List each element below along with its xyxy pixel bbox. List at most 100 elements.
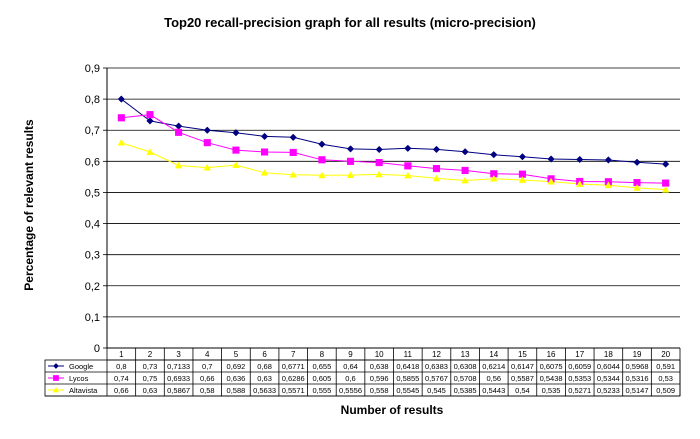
- data-point-lycos: [146, 111, 154, 119]
- legend-label-google: Google: [69, 362, 93, 371]
- data-point-lycos: [318, 156, 326, 164]
- legend-marker-altavista: [52, 386, 60, 393]
- data-point-google: [318, 140, 326, 148]
- x-category-label: 15: [518, 350, 527, 359]
- x-category-label: 18: [604, 350, 613, 359]
- data-point-lycos: [261, 148, 269, 156]
- x-category-label: 9: [348, 350, 353, 359]
- table-cell-value: 0,596: [370, 374, 389, 383]
- data-point-altavista: [146, 148, 154, 155]
- table-cell-value: 0,558: [370, 386, 389, 395]
- data-point-altavista: [375, 170, 383, 178]
- table-cell-value: 0,53: [658, 374, 673, 383]
- x-category-label: 3: [176, 350, 181, 359]
- series-markers: [117, 95, 670, 193]
- x-category-label: 7: [291, 350, 296, 359]
- data-point-google: [260, 132, 269, 141]
- table-cell-value: 0,74: [114, 374, 129, 383]
- legend-marker-google: [53, 363, 59, 369]
- data-point-google: [490, 151, 498, 159]
- table-cell-value: 0,6418: [396, 362, 419, 371]
- data-point-altavista: [232, 161, 240, 168]
- x-category-label: 13: [461, 350, 470, 359]
- table-cell-value: 0,5316: [626, 374, 649, 383]
- data-point-altavista: [289, 170, 297, 178]
- y-tick-label: 0,5: [85, 187, 100, 199]
- table-cell-value: 0,605: [312, 374, 331, 383]
- table-cell-value: 0,5147: [626, 386, 649, 395]
- data-point-lycos: [662, 179, 670, 187]
- table-cell-value: 0,6214: [482, 362, 505, 371]
- data-point-lycos: [432, 165, 441, 173]
- x-category-label: 12: [432, 350, 441, 359]
- table-cell-value: 0,5271: [568, 386, 591, 395]
- x-category-label: 1: [119, 350, 124, 359]
- axes: [106, 68, 680, 349]
- data-point-altavista: [432, 174, 441, 182]
- table-cell-value: 0,58: [200, 386, 215, 395]
- x-axis-title: Number of results: [341, 403, 444, 417]
- y-tick-label: 0,4: [85, 219, 100, 231]
- data-point-lycos: [203, 139, 211, 147]
- table-cell-value: 0,588: [227, 386, 246, 395]
- data-point-altavista: [174, 161, 183, 169]
- data-point-altavista: [490, 174, 498, 182]
- table-cell-value: 0,638: [370, 362, 389, 371]
- table-cell-value: 0,5587: [511, 374, 534, 383]
- table-cell-value: 0,5855: [396, 374, 419, 383]
- data-point-lycos: [289, 148, 297, 156]
- table-cell-value: 0,7: [202, 362, 212, 371]
- x-category-label: 19: [633, 350, 642, 359]
- y-axis-ticks: 0 0,1 0,2 0,3 0,4 0,5 0,6 0,7 0,8 0,9: [85, 63, 107, 355]
- chart-title: Top20 recall-precision graph for all res…: [164, 15, 536, 30]
- table-cell-value: 0,5767: [425, 374, 448, 383]
- legend-label-lycos: Lycos: [69, 374, 89, 383]
- data-point-google: [346, 145, 355, 153]
- table-cell-value: 0,6059: [568, 362, 591, 371]
- x-category-label: 4: [205, 350, 210, 359]
- table-cell-value: 0,73: [143, 362, 158, 371]
- table-cell-value: 0,6286: [282, 374, 305, 383]
- data-point-google: [633, 158, 641, 166]
- table-cell-value: 0,6075: [540, 362, 563, 371]
- data-point-lycos: [232, 146, 240, 154]
- legend-label-altavista: Altavista: [69, 386, 98, 395]
- table-cell-value: 0,75: [143, 374, 158, 383]
- table-cell-value: 0,591: [656, 362, 675, 371]
- table-cell-value: 0,509: [656, 386, 675, 395]
- y-tick-label: 0,1: [85, 312, 100, 324]
- data-point-google: [518, 153, 527, 161]
- x-category-label: 20: [661, 350, 670, 359]
- x-category-label: 6: [262, 350, 267, 359]
- table-cell-value: 0,7133: [167, 362, 190, 371]
- x-category-label: 14: [489, 350, 498, 359]
- data-point-altavista: [604, 181, 613, 189]
- y-tick-label: 0,2: [85, 281, 100, 293]
- data-point-google: [432, 145, 441, 154]
- y-tick-label: 0,6: [85, 156, 100, 168]
- table-cell-value: 0,5438: [540, 374, 563, 383]
- data-point-google: [404, 144, 412, 152]
- data-point-altavista: [661, 185, 670, 193]
- data-point-lycos: [346, 157, 355, 165]
- data-point-lycos: [404, 162, 412, 170]
- table-cell-value: 0,5633: [253, 386, 276, 395]
- data-point-altavista: [633, 184, 641, 191]
- data-point-google: [117, 95, 125, 103]
- series-line-altavista: [121, 142, 666, 191]
- data-point-lycos: [117, 114, 125, 122]
- table-cell-value: 0,5233: [597, 386, 620, 395]
- x-category-label: 11: [404, 350, 413, 359]
- table-cell-value: 0,6147: [511, 362, 534, 371]
- y-tick-label: 0,8: [85, 94, 100, 106]
- table-cell-value: 0,8: [116, 362, 126, 371]
- data-point-altavista: [203, 163, 211, 171]
- x-category-label: 5: [234, 350, 239, 359]
- data-point-altavista: [518, 176, 527, 183]
- table-cell-value: 0,54: [515, 386, 530, 395]
- data-point-google: [547, 155, 555, 163]
- data-point-altavista: [260, 168, 269, 176]
- table-cell-value: 0,5571: [282, 386, 305, 395]
- data-point-google: [576, 155, 584, 164]
